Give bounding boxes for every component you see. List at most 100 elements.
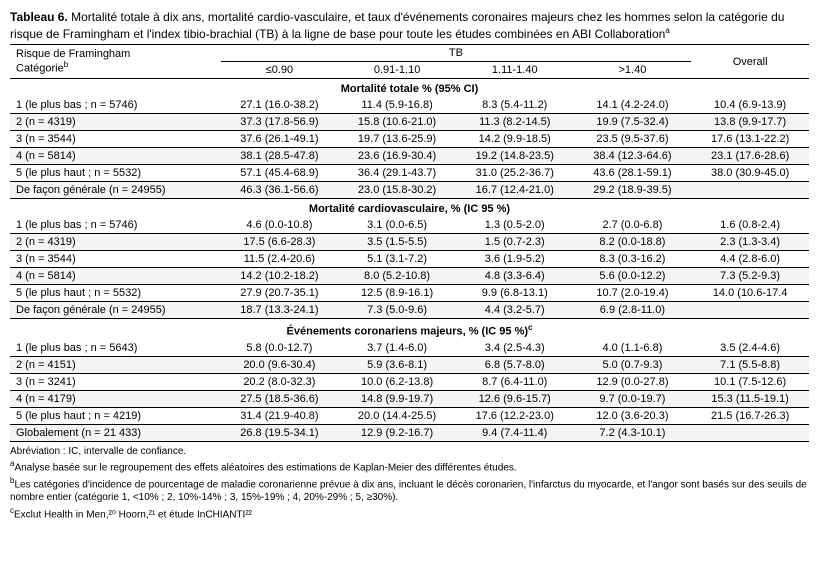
data-cell: 3.5 (2.4-4.6) — [691, 340, 809, 357]
footnote: Abréviation : IC, intervalle de confianc… — [10, 446, 809, 459]
header-tb-0: ≤0.90 — [221, 62, 339, 79]
header-tb-1: 0.91-1.10 — [338, 62, 456, 79]
data-cell: 11.5 (2.4-20.6) — [221, 251, 339, 268]
header-tb-span: TB — [221, 45, 692, 62]
data-cell — [691, 424, 809, 441]
row-label: 1 (le plus bas ; n = 5746) — [10, 217, 221, 234]
data-cell — [691, 302, 809, 319]
data-cell: 57.1 (45.4-68.9) — [221, 165, 339, 182]
data-cell: 14.1 (4.2-24.0) — [574, 97, 692, 114]
data-cell: 38.4 (12.3-64.6) — [574, 148, 692, 165]
data-cell: 4.4 (2.8-6.0) — [691, 251, 809, 268]
data-cell: 8.3 (0.3-16.2) — [574, 251, 692, 268]
row-label: Globalement (n = 21 433) — [10, 424, 221, 441]
data-cell: 3.6 (1.9-5.2) — [456, 251, 574, 268]
footnotes: Abréviation : IC, intervalle de confianc… — [10, 446, 809, 521]
data-cell: 38.1 (28.5-47.8) — [221, 148, 339, 165]
data-cell: 2.3 (1.3-3.4) — [691, 234, 809, 251]
data-cell: 12.9 (0.0-27.8) — [574, 373, 692, 390]
data-cell: 7.3 (5.2-9.3) — [691, 268, 809, 285]
data-cell: 36.4 (29.1-43.7) — [338, 165, 456, 182]
data-cell: 5.9 (3.6-8.1) — [338, 356, 456, 373]
data-cell: 37.3 (17.8-56.9) — [221, 114, 339, 131]
data-cell: 21.5 (16.7-26.3) — [691, 407, 809, 424]
data-cell: 9.4 (7.4-11.4) — [456, 424, 574, 441]
data-cell: 12.0 (3.6-20.3) — [574, 407, 692, 424]
data-table: Risque de Framingham Catégorieb TB Overa… — [10, 44, 809, 442]
data-cell: 31.0 (25.2-36.7) — [456, 165, 574, 182]
row-label: 2 (n = 4151) — [10, 356, 221, 373]
row-label: 4 (n = 5814) — [10, 268, 221, 285]
data-cell: 31.4 (21.9-40.8) — [221, 407, 339, 424]
data-cell: 23.6 (16.9-30.4) — [338, 148, 456, 165]
data-cell: 11.3 (8.2-14.5) — [456, 114, 574, 131]
data-cell: 20.0 (14.4-25.5) — [338, 407, 456, 424]
data-cell: 5.8 (0.0-12.7) — [221, 340, 339, 357]
row-label: 2 (n = 4319) — [10, 234, 221, 251]
header-risk-line1: Risque de Framingham — [16, 48, 130, 60]
data-cell: 7.3 (5.0-9.6) — [338, 302, 456, 319]
data-cell: 14.2 (10.2-18.2) — [221, 268, 339, 285]
data-cell — [691, 182, 809, 199]
data-cell: 1.3 (0.5-2.0) — [456, 217, 574, 234]
header-tb-2: 1.11-1.40 — [456, 62, 574, 79]
row-label: 3 (n = 3544) — [10, 251, 221, 268]
data-cell: 15.8 (10.6-21.0) — [338, 114, 456, 131]
header-overall: Overall — [691, 45, 809, 79]
data-cell: 4.0 (1.1-6.8) — [574, 340, 692, 357]
data-cell: 10.0 (6.2-13.8) — [338, 373, 456, 390]
header-risk-line2: Catégorie — [16, 63, 64, 75]
data-cell: 17.5 (6.6-28.3) — [221, 234, 339, 251]
data-cell: 18.7 (13.3-24.1) — [221, 302, 339, 319]
footnote: cExclut Health in Men,²⁰ Hoorn,²¹ et étu… — [10, 506, 809, 522]
data-cell: 7.2 (4.3-10.1) — [574, 424, 692, 441]
data-cell: 9.7 (0.0-19.7) — [574, 390, 692, 407]
row-label: 1 (le plus bas ; n = 5643) — [10, 340, 221, 357]
data-cell: 3.7 (1.4-6.0) — [338, 340, 456, 357]
row-label: 3 (n = 3241) — [10, 373, 221, 390]
data-cell: 43.6 (28.1-59.1) — [574, 165, 692, 182]
data-cell: 12.5 (8.9-16.1) — [338, 285, 456, 302]
data-cell: 5.1 (3.1-7.2) — [338, 251, 456, 268]
data-cell: 5.0 (0.7-9.3) — [574, 356, 692, 373]
footnote-text: Abréviation : IC, intervalle de confianc… — [10, 446, 186, 457]
footnote-text: Les catégories d'incidence de pourcentag… — [10, 480, 807, 504]
data-cell: 27.1 (16.0-38.2) — [221, 97, 339, 114]
footnote: bLes catégories d'incidence de pourcenta… — [10, 476, 809, 504]
data-cell: 27.5 (18.5-36.6) — [221, 390, 339, 407]
data-cell: 2.7 (0.0-6.8) — [574, 217, 692, 234]
data-cell: 1.6 (0.8-2.4) — [691, 217, 809, 234]
header-risk-sup: b — [64, 60, 68, 69]
row-label: De façon générale (n = 24955) — [10, 182, 221, 199]
section-heading: Événements coronariens majeurs, % (IC 95… — [10, 319, 809, 340]
data-cell: 20.2 (8.0-32.3) — [221, 373, 339, 390]
row-label: 5 (le plus haut ; n = 5532) — [10, 165, 221, 182]
data-cell: 3.4 (2.5-4.3) — [456, 340, 574, 357]
data-cell: 19.7 (13.6-25.9) — [338, 131, 456, 148]
data-cell: 37.6 (26.1-49.1) — [221, 131, 339, 148]
row-label: 2 (n = 4319) — [10, 114, 221, 131]
title-bold: Tableau 6. — [10, 10, 68, 24]
data-cell: 10.1 (7.5-12.6) — [691, 373, 809, 390]
data-cell: 10.7 (2.0-19.4) — [574, 285, 692, 302]
row-label: 5 (le plus haut ; n = 5532) — [10, 285, 221, 302]
data-cell: 3.1 (0.0-6.5) — [338, 217, 456, 234]
data-cell: 12.9 (9.2-16.7) — [338, 424, 456, 441]
data-cell: 20.0 (9.6-30.4) — [221, 356, 339, 373]
data-cell: 46.3 (36.1-56.6) — [221, 182, 339, 199]
data-cell: 38.0 (30.9-45.0) — [691, 165, 809, 182]
data-cell: 23.0 (15.8-30.2) — [338, 182, 456, 199]
data-cell: 3.5 (1.5-5.5) — [338, 234, 456, 251]
data-cell: 8.7 (6.4-11.0) — [456, 373, 574, 390]
data-cell: 4.4 (3.2-5.7) — [456, 302, 574, 319]
data-cell: 14.8 (9.9-19.7) — [338, 390, 456, 407]
data-cell: 19.9 (7.5-32.4) — [574, 114, 692, 131]
data-cell: 7.1 (5.5-8.8) — [691, 356, 809, 373]
row-label: 5 (le plus haut ; n = 4219) — [10, 407, 221, 424]
row-label: 1 (le plus bas ; n = 5746) — [10, 97, 221, 114]
section-heading: Mortalité totale % (95% CI) — [10, 79, 809, 98]
data-cell: 12.6 (9.6-15.7) — [456, 390, 574, 407]
data-cell: 27.9 (20.7-35.1) — [221, 285, 339, 302]
data-cell: 4.8 (3.3-6.4) — [456, 268, 574, 285]
data-cell: 13.8 (9.9-17.7) — [691, 114, 809, 131]
